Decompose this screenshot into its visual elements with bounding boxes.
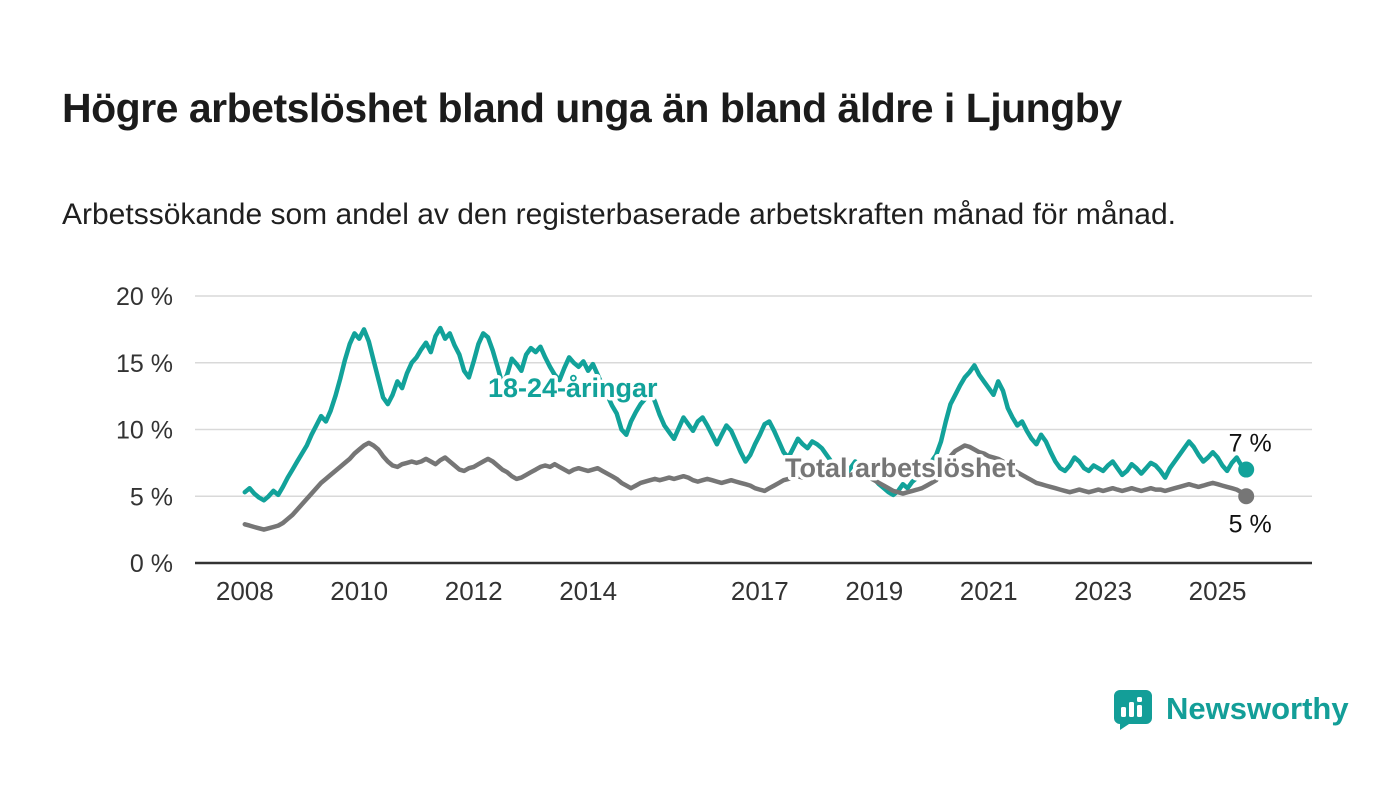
chart-subtitle: Arbetssökande som andel av den registerb… <box>62 198 1176 231</box>
series-end-dot <box>1238 488 1255 505</box>
newsworthy-logo: Newsworthy <box>1112 688 1349 730</box>
x-axis-label: 2019 <box>845 576 903 606</box>
bar-3 <box>1137 705 1142 717</box>
x-axis-label: 2017 <box>731 576 789 606</box>
series-end-dot <box>1238 461 1255 478</box>
y-axis-label: 20 % <box>116 283 173 311</box>
x-axis-label: 2025 <box>1189 576 1247 606</box>
page-title: Högre arbetslöshet bland unga än bland ä… <box>62 85 1122 132</box>
bar-dot <box>1137 697 1142 702</box>
x-axis-label: 2023 <box>1074 576 1132 606</box>
series-end-value-label: 7 % <box>1229 430 1272 458</box>
x-axis-label: 2008 <box>216 576 274 606</box>
series-inline-label: 18-24-åringar <box>488 373 658 403</box>
y-axis-label: 0 % <box>130 550 173 578</box>
series-inline-label: Total arbetslöshet <box>785 453 1016 483</box>
y-axis-label: 15 % <box>116 350 173 378</box>
bar-2 <box>1129 702 1134 717</box>
bar-chart-pin-icon <box>1114 690 1152 730</box>
x-axis-label: 2014 <box>559 576 617 606</box>
series-line <box>242 440 1249 532</box>
series-end-value-label: 5 % <box>1229 510 1272 538</box>
y-axis-label: 10 % <box>116 417 173 445</box>
brand-name: Newsworthy <box>1166 691 1349 726</box>
x-axis-label: 2021 <box>960 576 1018 606</box>
bar-1 <box>1121 707 1126 717</box>
series-line <box>242 325 1249 503</box>
x-axis-label: 2012 <box>445 576 503 606</box>
y-axis-label: 5 % <box>130 483 173 511</box>
x-axis-label: 2010 <box>330 576 388 606</box>
